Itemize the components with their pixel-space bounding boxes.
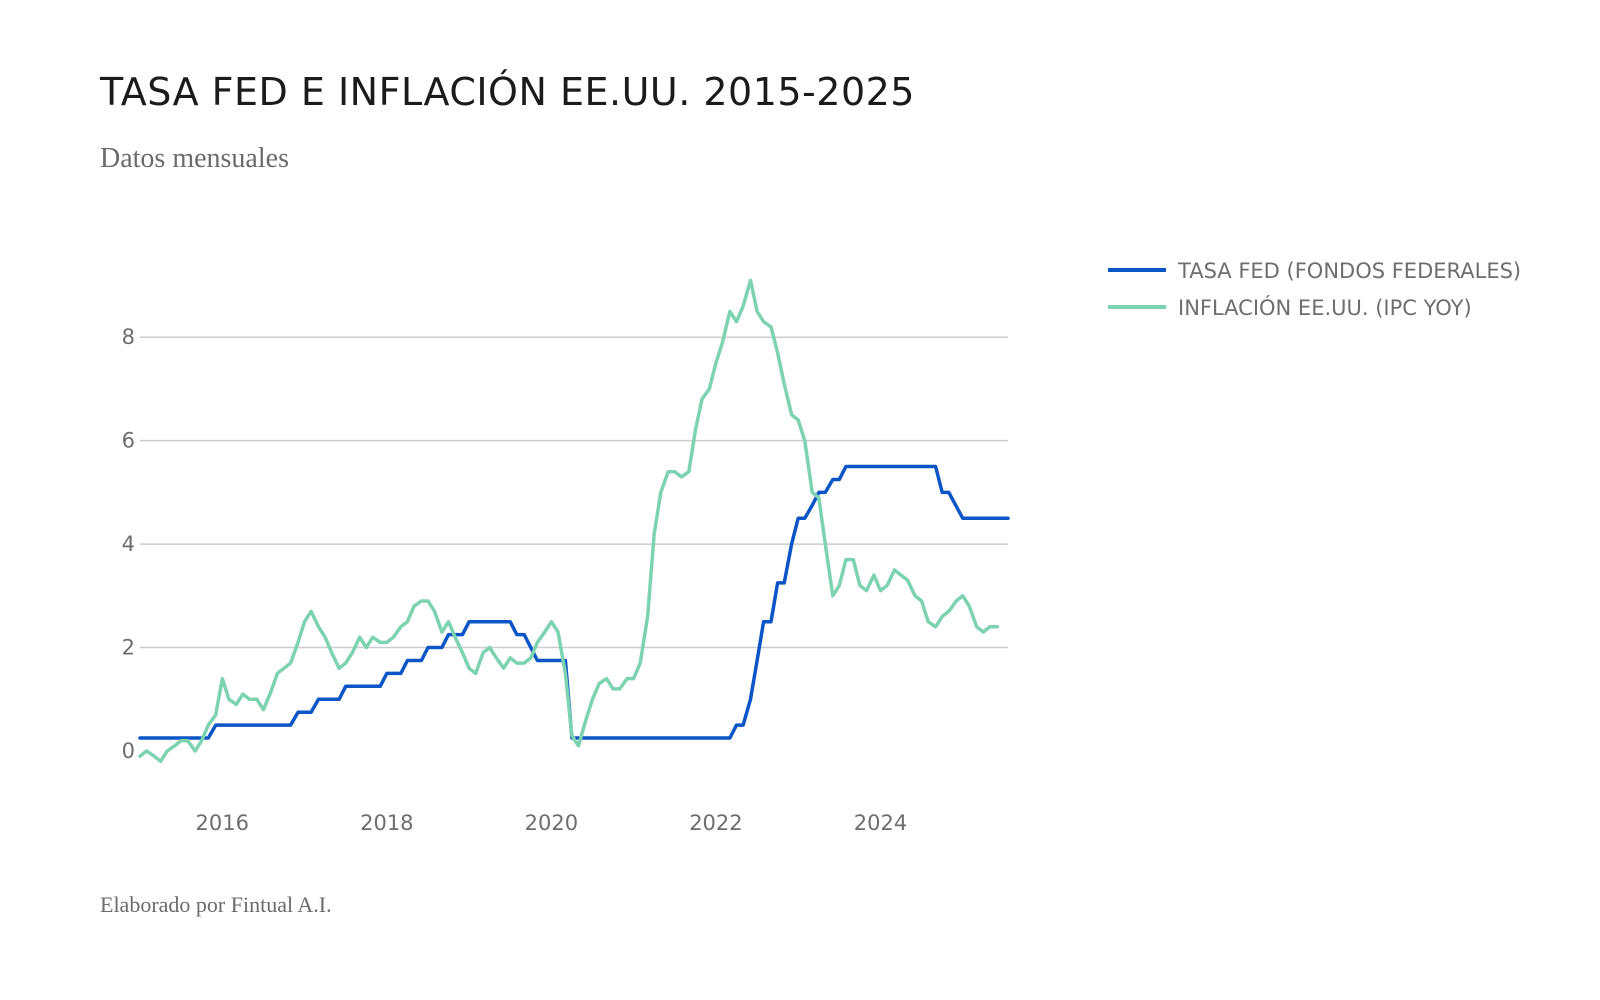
y-tick-label: 8 <box>122 325 135 349</box>
footer-credit: Elaborado por Fintual A.I. <box>100 892 332 917</box>
legend: TASA FED (FONDOS FEDERALES) INFLACIÓN EE.… <box>1108 259 1521 320</box>
x-tick-label: 2020 <box>525 811 578 835</box>
x-tick-label: 2024 <box>854 811 907 835</box>
y-axis-ticks: 0 2 4 6 8 <box>122 325 135 763</box>
x-tick-label: 2016 <box>196 811 249 835</box>
chart-subtitle: Datos mensuales <box>100 143 289 174</box>
x-tick-label: 2022 <box>689 811 742 835</box>
y-tick-label: 4 <box>122 532 135 556</box>
y-tick-label: 6 <box>122 429 135 453</box>
legend-label-2: INFLACIÓN EE.UU. (IPC YOY) <box>1178 295 1472 320</box>
legend-label-1: TASA FED (FONDOS FEDERALES) <box>1177 259 1521 283</box>
series-line-2 <box>138 278 1000 764</box>
y-tick-label: 2 <box>122 636 135 660</box>
x-tick-label: 2018 <box>360 811 413 835</box>
y-tick-label: 0 <box>122 739 135 763</box>
series-lines <box>138 278 1010 764</box>
chart-title: TASA FED E INFLACIÓN EE.UU. 2015-2025 <box>100 70 915 114</box>
x-axis-ticks: 2016 2018 2020 2022 2024 <box>196 811 908 835</box>
gridlines <box>140 336 1008 649</box>
